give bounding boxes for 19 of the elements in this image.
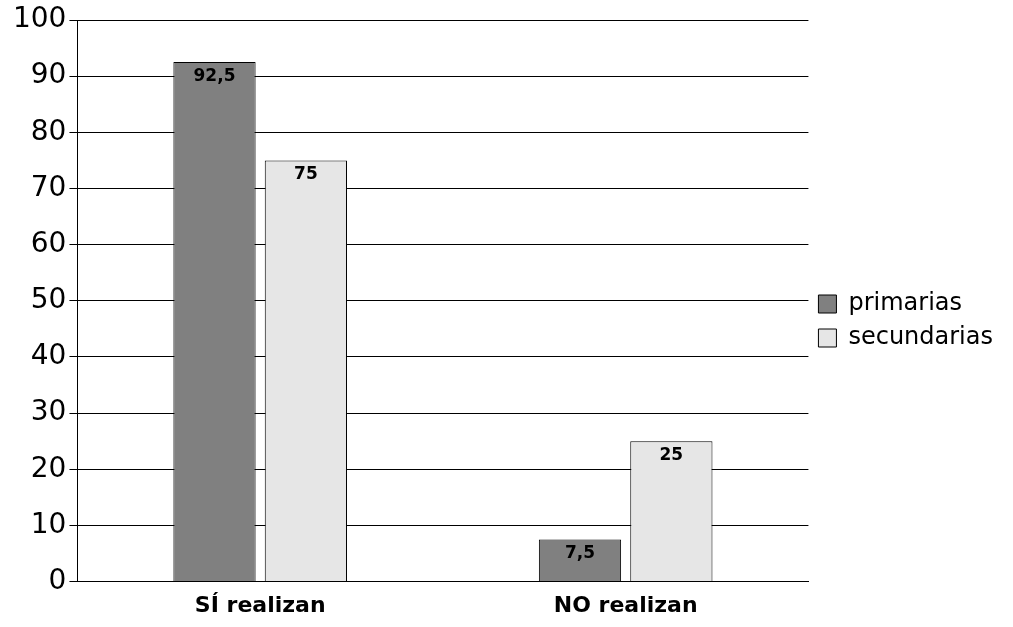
y-tick-label: 90 (30, 57, 67, 91)
y-tick-label: 60 (30, 225, 67, 259)
y-tick-label: 70 (30, 169, 67, 203)
y-tick-label: 50 (30, 282, 67, 316)
data-label: 75 (294, 163, 318, 184)
y-tick-label: 100 (12, 1, 67, 35)
y-tick-label: 10 (30, 506, 67, 540)
y-tick-label: 80 (30, 113, 67, 147)
data-label: 92,5 (193, 65, 236, 86)
y-tick-label: 20 (30, 450, 67, 484)
data-label: 25 (659, 444, 684, 465)
y-tick-label: 40 (30, 338, 67, 372)
y-tick-label: 30 (30, 394, 67, 428)
data-label: 7,5 (564, 542, 596, 563)
x-tick-label: SÍ realizan (194, 591, 326, 617)
x-tick-label: NO realizan (553, 591, 698, 617)
y-tick-label: 0 (48, 562, 67, 596)
legend-label: primarias (848, 288, 963, 317)
legend-label: secundarias (848, 322, 993, 351)
